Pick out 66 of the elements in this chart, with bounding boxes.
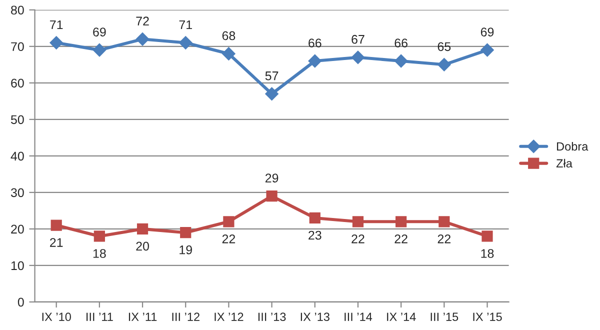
point [136, 32, 150, 46]
point [438, 216, 450, 228]
point [92, 43, 106, 57]
y-tick-label: 70 [11, 42, 24, 52]
x-tick-label: III ’15 [430, 312, 458, 322]
y-tick-label: 60 [11, 78, 24, 88]
data-label: 72 [136, 16, 149, 26]
x-tick-label: IX ’14 [387, 312, 416, 321]
y-tick-label: 40 [10, 152, 24, 161]
point [351, 50, 365, 64]
x-tick-label: IX ’10 [42, 312, 71, 322]
point [180, 227, 192, 238]
data-label: 69 [480, 28, 494, 36]
point [94, 230, 105, 242]
data-label: 69 [93, 28, 106, 36]
point [352, 216, 364, 228]
point [266, 190, 278, 202]
x-tick-label: IX ’15 [473, 312, 502, 322]
data-label: 21 [50, 238, 63, 247]
data-label: 68 [222, 31, 236, 40]
data-label: 22 [352, 234, 364, 244]
point [50, 36, 63, 50]
point [223, 216, 234, 228]
legend-label: Dobra [557, 142, 588, 151]
point [308, 54, 322, 68]
x-tick-label: III ’13 [258, 312, 286, 322]
point [396, 216, 407, 228]
data-label: 22 [222, 234, 236, 244]
data-label: 66 [308, 38, 322, 48]
x-tick-label: III ’12 [172, 312, 200, 321]
point [480, 43, 494, 57]
point [136, 223, 148, 234]
x-tick-label: IX ’12 [214, 312, 244, 321]
data-label: 71 [179, 20, 192, 30]
y-tick-label: 50 [10, 115, 24, 124]
data-label: 19 [180, 245, 192, 254]
point [438, 58, 451, 72]
data-label: 65 [438, 42, 451, 52]
point [265, 87, 278, 100]
y-tick-label: 20 [11, 224, 24, 234]
point [482, 230, 493, 242]
data-label: 57 [265, 72, 278, 80]
data-label: 66 [394, 38, 408, 48]
data-label: 22 [394, 234, 408, 244]
x-tick-label: III ’14 [344, 312, 372, 321]
data-label: 18 [481, 249, 494, 258]
data-label: 23 [308, 230, 322, 240]
data-label: 22 [438, 234, 450, 244]
point [179, 36, 192, 50]
y-tick-label: 0 [18, 298, 24, 307]
y-tick-label: 80 [11, 6, 24, 15]
point [394, 54, 408, 68]
point [309, 212, 320, 224]
x-tick-label: IX ’13 [300, 312, 330, 322]
data-label: 67 [352, 34, 364, 44]
data-label: 20 [136, 242, 149, 251]
data-label: 29 [265, 174, 278, 182]
y-tick-label: 10 [11, 261, 24, 270]
data-label: 71 [50, 20, 63, 30]
data-label: 18 [93, 249, 106, 258]
point [50, 220, 62, 231]
x-tick-label: IX ’11 [128, 312, 157, 321]
legend-label: Zła [556, 158, 572, 168]
x-tick-label: III ’11 [86, 312, 113, 321]
point [222, 47, 236, 60]
y-tick-label: 30 [10, 188, 24, 198]
